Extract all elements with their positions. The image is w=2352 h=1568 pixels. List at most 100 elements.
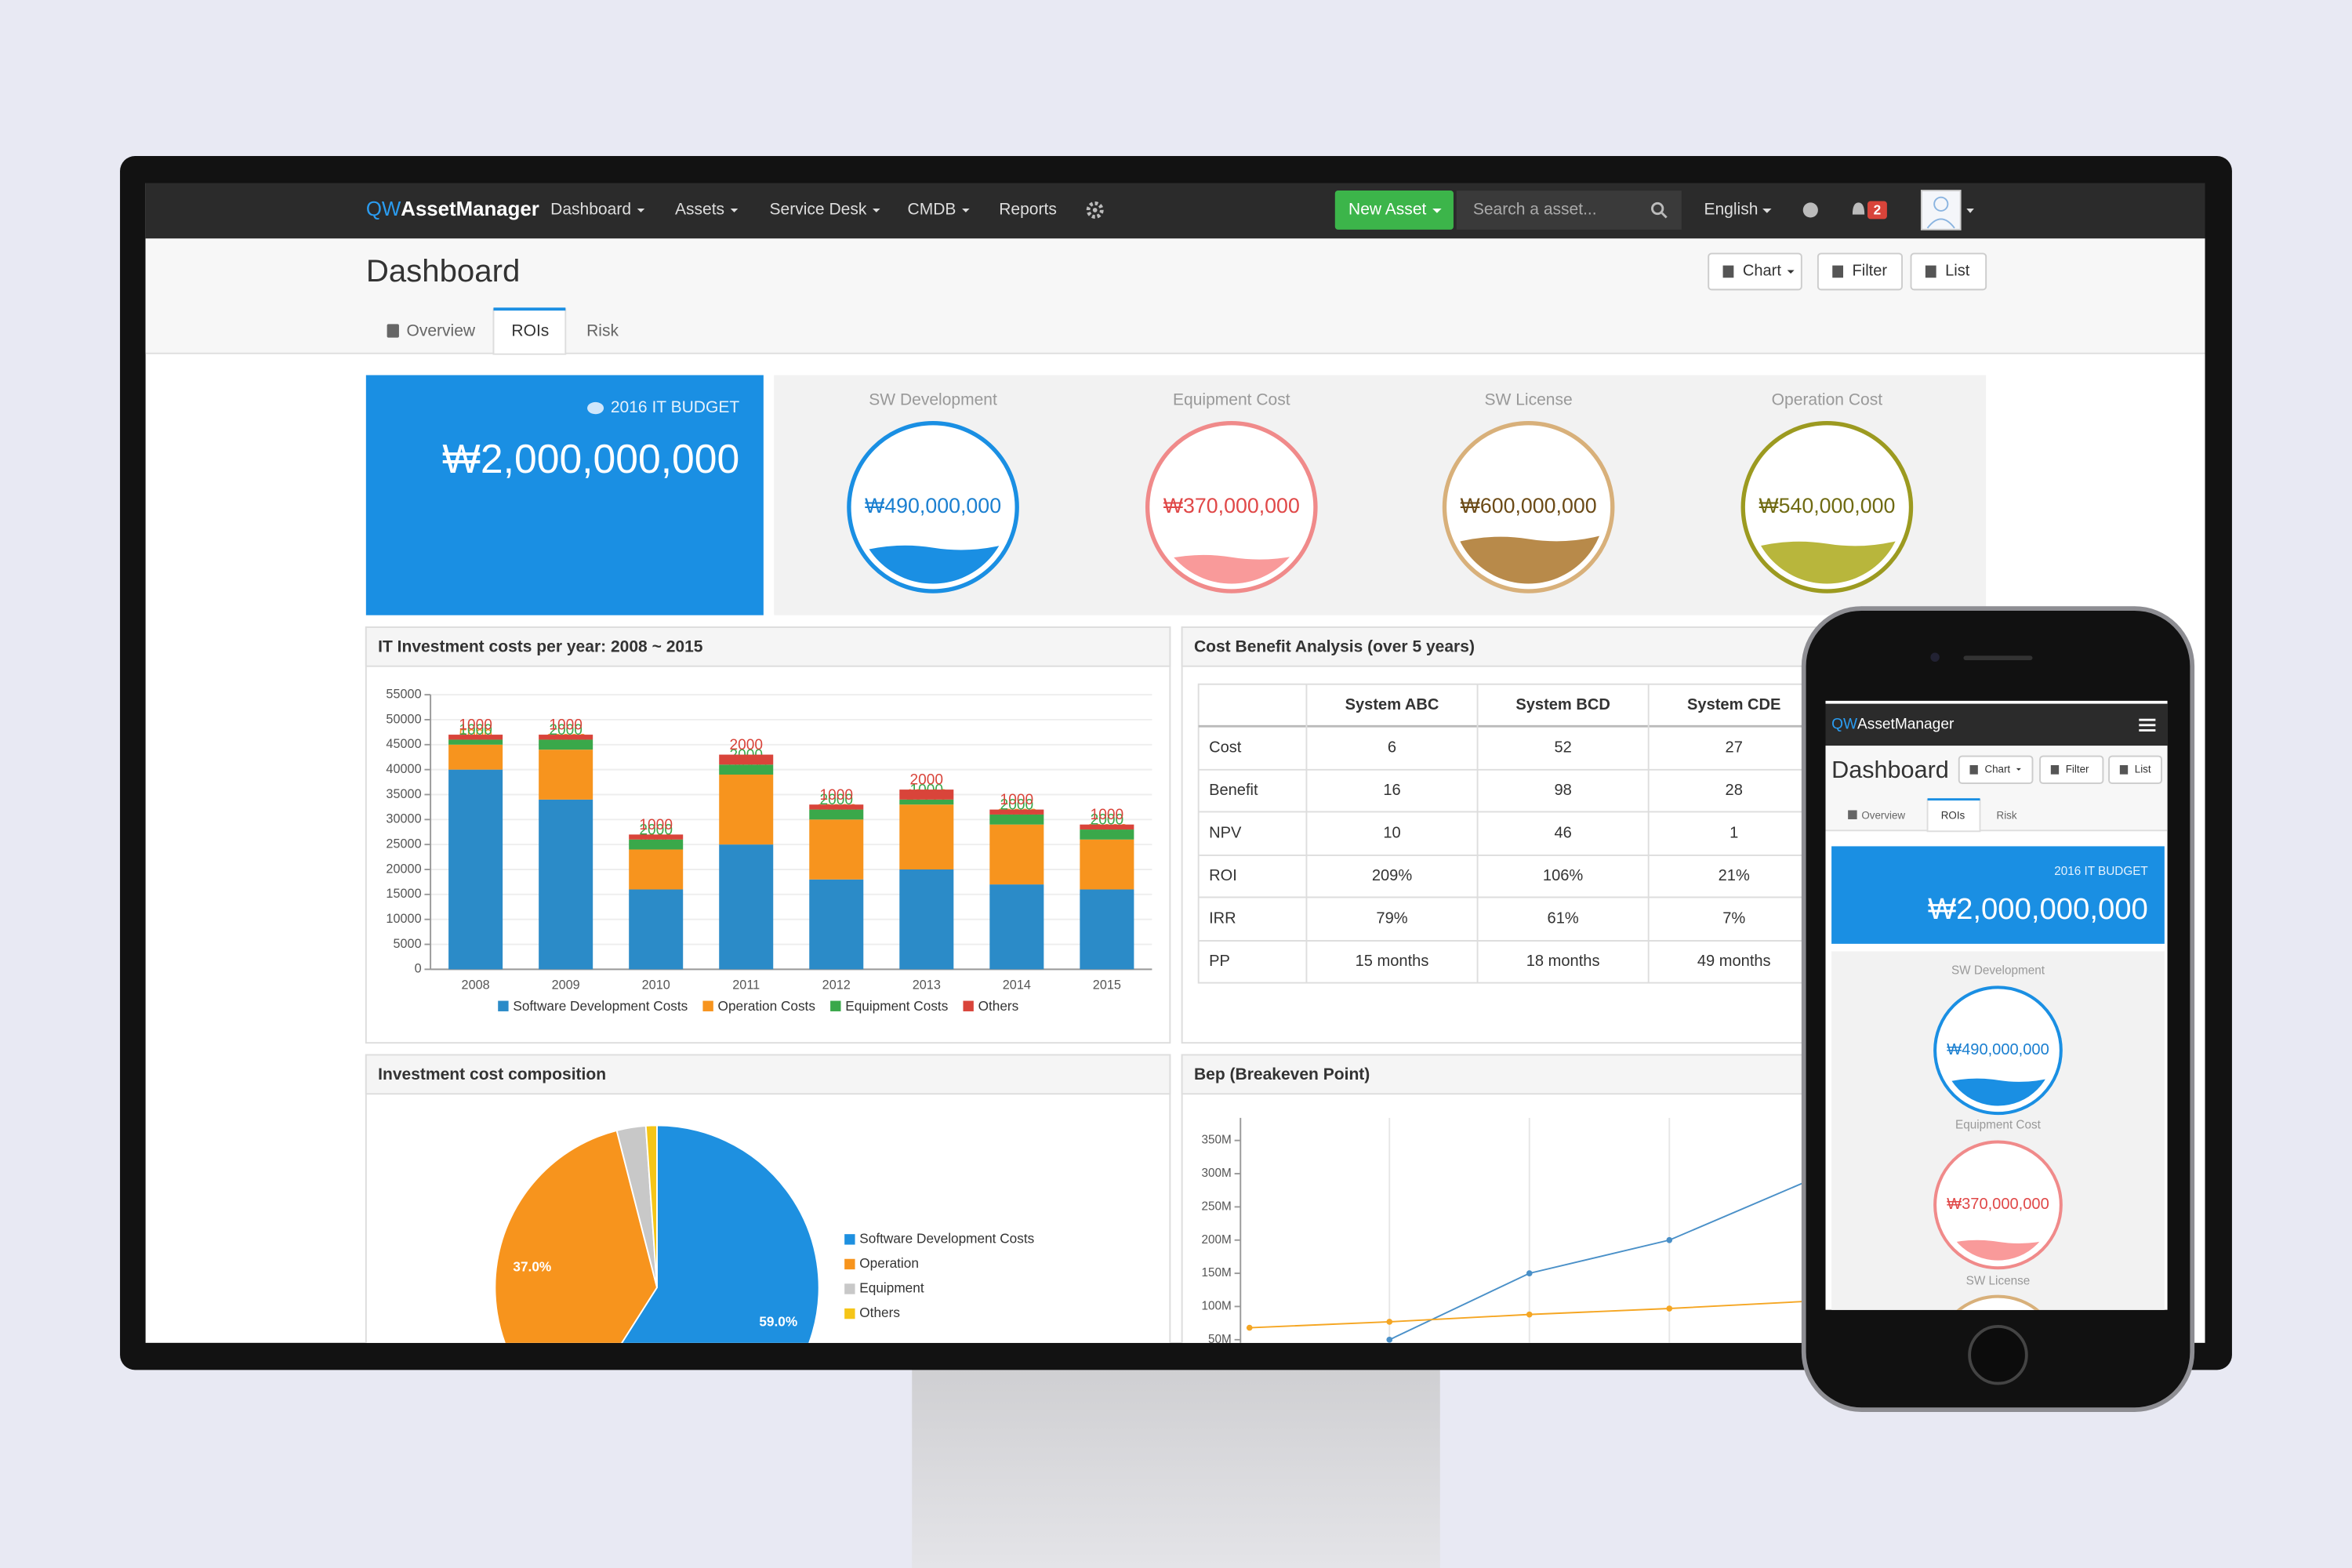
panel-title: Bep (Breakeven Point) bbox=[1194, 1065, 1370, 1083]
active-tab[interactable] bbox=[1926, 799, 1981, 833]
budget-label: 2016 IT BUDGET bbox=[2054, 865, 2148, 878]
legend-label: Software Development Costs bbox=[513, 998, 688, 1014]
active-tab-accent bbox=[493, 307, 566, 311]
help-icon[interactable] bbox=[1802, 202, 1818, 218]
toolbar-button[interactable] bbox=[1958, 755, 2034, 784]
cell: 16 bbox=[1383, 782, 1400, 799]
row-label: IRR bbox=[1209, 910, 1236, 927]
gauge-value: ₩490,000,000 bbox=[1947, 1041, 2049, 1058]
toolbar-button[interactable] bbox=[1708, 252, 1802, 291]
toolbar-button[interactable] bbox=[1817, 252, 1903, 291]
toolbar-button-label: Filter bbox=[1853, 263, 1888, 280]
handle bbox=[1661, 212, 1668, 219]
data-label: 1000 bbox=[459, 717, 492, 734]
brand-name: AssetManager bbox=[1857, 716, 1955, 732]
avatar[interactable] bbox=[1920, 190, 1962, 230]
search-box[interactable] bbox=[1456, 191, 1682, 230]
bar-segment bbox=[809, 809, 864, 820]
home-button[interactable] bbox=[1968, 1324, 2028, 1385]
y-tick-label: 0 bbox=[415, 962, 422, 976]
y-tick-label: 35000 bbox=[386, 787, 421, 801]
brand[interactable]: QWAssetManager bbox=[366, 198, 539, 220]
bar bbox=[2139, 729, 2156, 732]
lens bbox=[1651, 201, 1664, 216]
button-icon bbox=[1832, 265, 1844, 278]
cell: 21% bbox=[1719, 867, 1750, 884]
gauge-name: SW Development bbox=[869, 391, 997, 409]
gear-hub bbox=[1092, 208, 1098, 212]
menu-toggle[interactable] bbox=[2139, 718, 2156, 732]
toolbar-button[interactable] bbox=[1910, 252, 1987, 291]
x-tick-label: 2013 bbox=[913, 978, 941, 993]
legend-swatch bbox=[844, 1258, 855, 1270]
y-tick-label: 55000 bbox=[386, 687, 421, 701]
nav-item[interactable]: Service Desk bbox=[770, 201, 867, 219]
data-label: 2000 bbox=[729, 737, 763, 753]
line-point bbox=[1666, 1236, 1673, 1243]
y-tick-label: 10000 bbox=[386, 912, 421, 926]
bar-segment bbox=[448, 744, 503, 770]
y-tick-label: 250M bbox=[1202, 1200, 1232, 1213]
y-tick-label: 300M bbox=[1202, 1167, 1232, 1180]
caret bbox=[1787, 270, 1795, 274]
button-icon bbox=[1925, 265, 1936, 278]
new-asset-label: New Asset bbox=[1348, 201, 1426, 219]
bar-segment bbox=[989, 884, 1044, 970]
line-point bbox=[1666, 1305, 1673, 1312]
nav-item[interactable]: CMDB bbox=[908, 201, 956, 219]
bar-segment bbox=[809, 819, 864, 880]
tab[interactable]: Overview bbox=[1861, 810, 1905, 822]
tab[interactable]: ROIs bbox=[1941, 810, 1965, 822]
gauge-value: ₩370,000,000 bbox=[1947, 1196, 2049, 1213]
cell: 52 bbox=[1554, 739, 1571, 756]
y-tick-label: 15000 bbox=[386, 887, 421, 901]
line-point bbox=[1386, 1337, 1393, 1343]
nav-item[interactable]: Reports bbox=[999, 201, 1057, 219]
bar-segment bbox=[1080, 839, 1134, 890]
tab[interactable]: Risk bbox=[586, 322, 619, 340]
button-icon bbox=[1969, 764, 1978, 775]
tab[interactable]: ROIs bbox=[511, 322, 549, 340]
bar-segment bbox=[448, 769, 503, 970]
notification-count: 2 bbox=[1874, 201, 1882, 217]
settings-icon[interactable] bbox=[1086, 201, 1104, 219]
nav-item[interactable]: Dashboard bbox=[550, 201, 631, 219]
notification-badge bbox=[1867, 201, 1887, 220]
bar-segment bbox=[809, 879, 864, 970]
phone-brand[interactable]: QWAssetManager bbox=[1831, 716, 1955, 732]
x-tick-label: 2011 bbox=[732, 978, 760, 993]
new-asset-button[interactable] bbox=[1334, 191, 1454, 230]
legend-swatch bbox=[844, 1234, 855, 1245]
tab[interactable]: Risk bbox=[1997, 810, 2017, 822]
button-icon bbox=[2119, 764, 2129, 775]
cell: 49 months bbox=[1697, 953, 1771, 970]
slice-label: 37.0% bbox=[513, 1258, 551, 1274]
button-icon bbox=[1722, 265, 1734, 278]
camera bbox=[1930, 652, 1940, 662]
panel-title: IT Investment costs per year: 2008 ~ 201… bbox=[378, 637, 703, 655]
panel-title: Investment cost composition bbox=[378, 1065, 606, 1083]
tab[interactable]: Overview bbox=[406, 322, 475, 340]
toolbar-button[interactable] bbox=[2039, 755, 2104, 784]
y-tick-label: 40000 bbox=[386, 762, 421, 776]
gear bbox=[1086, 201, 1104, 219]
bar-segment bbox=[448, 735, 503, 740]
language[interactable]: English bbox=[1704, 201, 1758, 219]
legend-label: Equipment Costs bbox=[845, 998, 948, 1014]
cell: 7% bbox=[1722, 910, 1745, 927]
bar-segment bbox=[1080, 889, 1134, 970]
toolbar-button[interactable] bbox=[2108, 755, 2162, 784]
cell: 79% bbox=[1376, 910, 1407, 927]
data-label: 2000 bbox=[549, 722, 583, 739]
nav-item[interactable]: Assets bbox=[675, 201, 724, 219]
bell-icon[interactable] bbox=[1852, 202, 1865, 215]
search-icon[interactable] bbox=[1651, 201, 1668, 219]
gauge-ring bbox=[1956, 1294, 2040, 1310]
piggy-icon bbox=[587, 401, 604, 415]
y-tick-label: 50000 bbox=[386, 712, 421, 726]
cell: 10 bbox=[1383, 824, 1400, 841]
row-label: PP bbox=[1209, 953, 1230, 970]
legend-label: Operation bbox=[859, 1255, 919, 1271]
y-tick-label: 30000 bbox=[386, 812, 421, 826]
